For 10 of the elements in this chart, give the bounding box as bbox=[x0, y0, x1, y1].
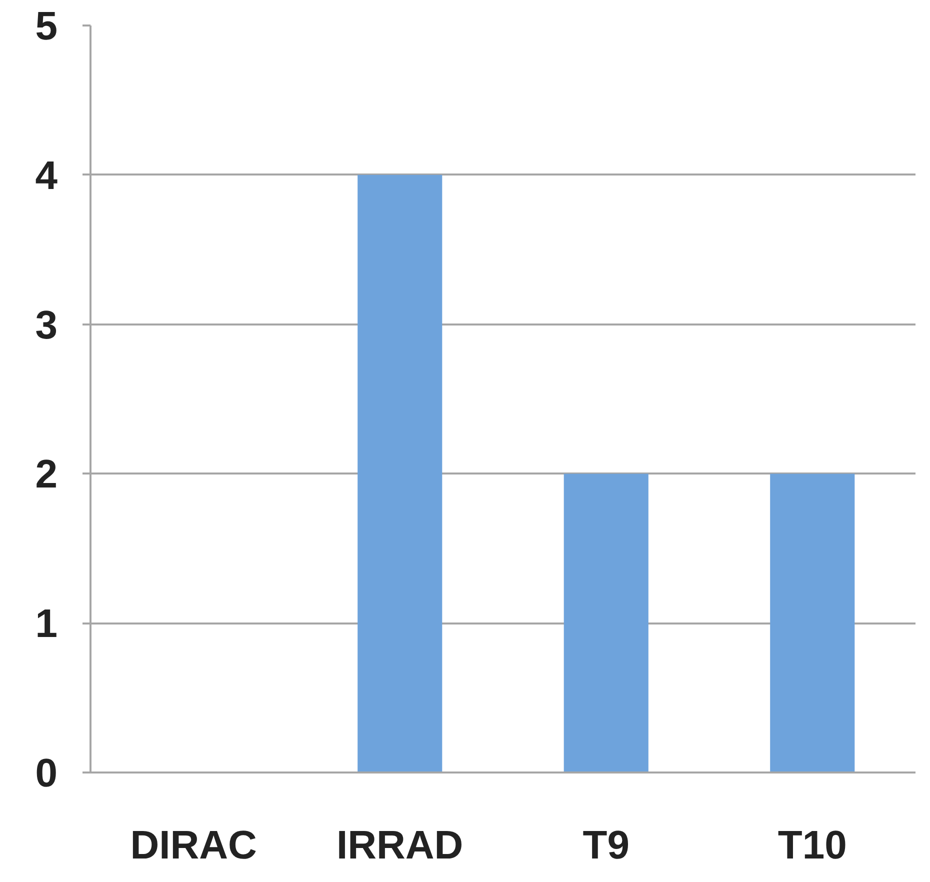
y-tick-label: 5 bbox=[35, 4, 58, 48]
x-tick-label: DIRAC bbox=[130, 824, 257, 868]
y-tick-label: 2 bbox=[35, 452, 58, 497]
x-tick-label: IRRAD bbox=[336, 824, 464, 868]
y-tick-label: 1 bbox=[35, 602, 58, 646]
y-tick-label: 0 bbox=[35, 752, 58, 796]
x-tick-label: T10 bbox=[778, 824, 847, 868]
y-tick-label: 3 bbox=[35, 303, 58, 348]
y-tick-label: 4 bbox=[35, 154, 58, 198]
x-tick-label: T9 bbox=[582, 824, 630, 868]
